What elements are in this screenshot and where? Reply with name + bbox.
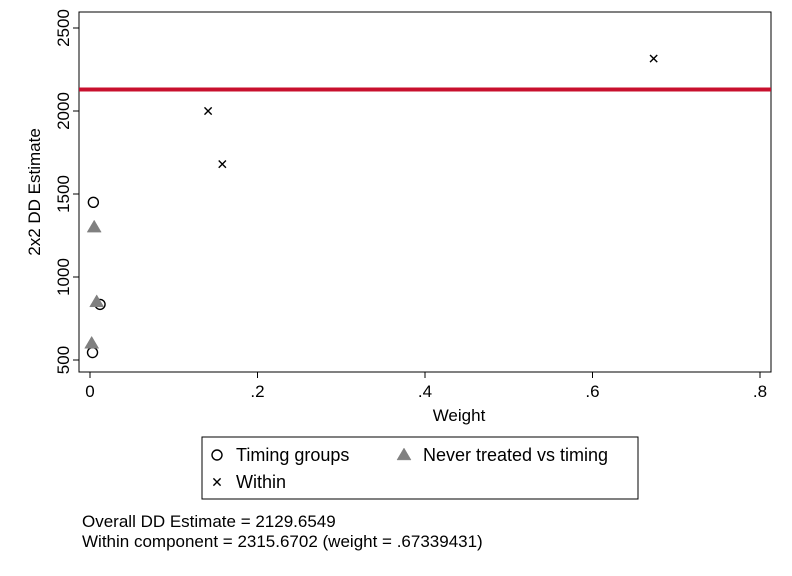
legend-box [201, 436, 639, 500]
x-tick-label: 0 [85, 382, 94, 401]
data-point-triangle [86, 219, 102, 233]
y-tick-label: 2500 [54, 9, 73, 47]
y-tick-label: 1500 [54, 175, 73, 213]
legend-item: Never treated vs timing [396, 445, 608, 465]
x-axis: 0 .2 .4 .6 .8 Weight [85, 372, 767, 425]
x-axis-title: Weight [433, 406, 486, 425]
x-tick-label: .6 [585, 382, 599, 401]
x-tick-label: .8 [753, 382, 767, 401]
plot-frame [78, 11, 772, 373]
data-point-triangle [84, 335, 100, 349]
legend-label: Timing groups [236, 445, 349, 465]
data-marks [84, 54, 658, 359]
legend-marker-circle [211, 449, 223, 461]
data-point-x [218, 160, 227, 169]
legend-marker-triangle [396, 447, 412, 461]
y-axis-title: 2x2 DD Estimate [25, 128, 44, 256]
overall-estimate-note: Overall DD Estimate = 2129.6549 [82, 512, 336, 531]
y-axis: 500 1000 1500 2000 2500 2x2 DD Estimate [25, 9, 79, 374]
legend-label: Within [236, 472, 286, 492]
data-point-circle [86, 346, 99, 359]
y-tick-label: 500 [54, 346, 73, 374]
legend-item: Timing groups [211, 445, 349, 465]
data-point-x [649, 54, 658, 63]
x-tick-label: .4 [418, 382, 432, 401]
plot-area [78, 11, 772, 373]
legend-marker-x [212, 477, 222, 487]
legend-label: Never treated vs timing [423, 445, 608, 465]
within-component-note: Within component = 2315.6702 (weight = .… [82, 532, 483, 551]
data-point-circle [87, 196, 100, 209]
data-point-triangle [89, 294, 105, 308]
y-tick-label: 2000 [54, 92, 73, 130]
legend-item: Within [212, 472, 286, 492]
x-tick-label: .2 [250, 382, 264, 401]
scatter-chart: 500 1000 1500 2000 2500 2x2 DD Estimate 0 .2 .4… [25, 9, 772, 500]
data-point-x [203, 106, 213, 116]
y-tick-label: 1000 [54, 258, 73, 296]
legend: Timing groups Never treated vs timing With… [201, 436, 639, 500]
